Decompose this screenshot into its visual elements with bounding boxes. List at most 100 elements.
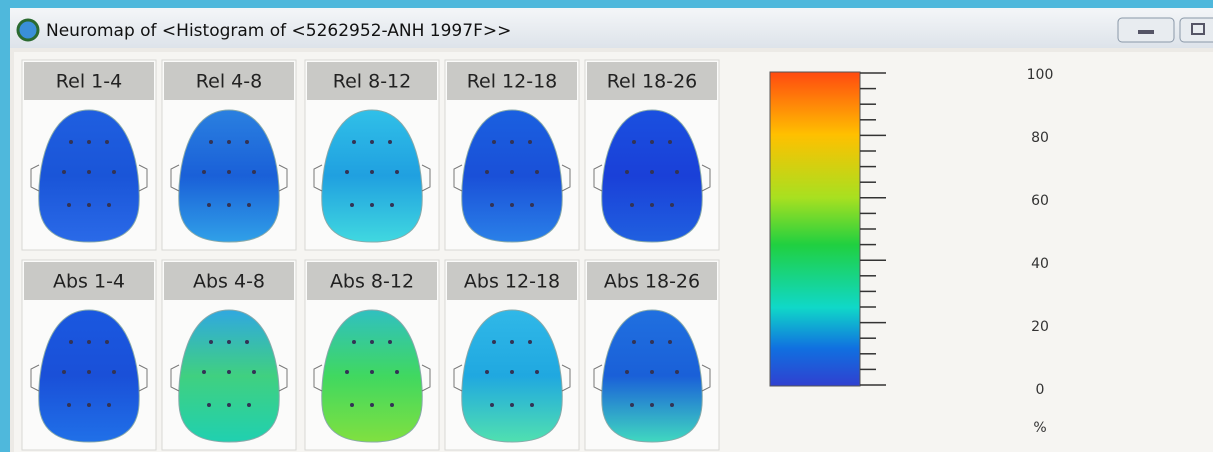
electrode (252, 370, 256, 374)
scale-label: 0 (1036, 382, 1045, 398)
ear-right (421, 164, 431, 192)
electrode (350, 203, 354, 207)
electrode (668, 140, 672, 144)
electrode (370, 140, 374, 144)
map-label-box (587, 262, 717, 300)
head-map (321, 309, 423, 443)
map-label-box (164, 262, 294, 300)
maximize-button[interactable] (1179, 17, 1213, 43)
electrode (668, 340, 672, 344)
electrode (87, 403, 91, 407)
electrode (62, 370, 66, 374)
electrode (510, 370, 514, 374)
ear-left (170, 164, 180, 192)
electrode (247, 403, 251, 407)
electrode (535, 170, 539, 174)
electrode (62, 170, 66, 174)
electrode (350, 403, 354, 407)
minimize-icon (1138, 30, 1154, 34)
electrode (227, 203, 231, 207)
map-label: Rel 18-26 (607, 71, 698, 93)
electrode (107, 403, 111, 407)
electrode (67, 403, 71, 407)
scale-label: 20 (1031, 319, 1049, 335)
electrode (650, 170, 654, 174)
head-map (178, 309, 280, 443)
electrode (510, 170, 514, 174)
ear-right (701, 364, 711, 392)
electrode (352, 140, 356, 144)
app-icon (16, 18, 40, 42)
electrode (370, 370, 374, 374)
electrode (209, 140, 213, 144)
head-map (38, 309, 140, 443)
electrode (650, 370, 654, 374)
electrode (632, 340, 636, 344)
electrode (485, 370, 489, 374)
head-map (38, 109, 140, 243)
ear-right (561, 364, 571, 392)
electrode (227, 340, 231, 344)
map-label-box (587, 62, 717, 100)
ear-left (30, 364, 40, 392)
ear-left (453, 364, 463, 392)
ear-right (138, 364, 148, 392)
ear-left (593, 164, 603, 192)
electrode (395, 170, 399, 174)
electrode (625, 370, 629, 374)
electrode (107, 203, 111, 207)
electrode (345, 370, 349, 374)
electrode (650, 140, 654, 144)
electrode (370, 403, 374, 407)
ear-left (593, 364, 603, 392)
map-label: Abs 8-12 (330, 271, 414, 293)
electrode (207, 403, 211, 407)
title-bar (10, 8, 1213, 48)
electrode (87, 370, 91, 374)
electrode (245, 340, 249, 344)
ear-right (421, 364, 431, 392)
electrode (490, 403, 494, 407)
electrode (670, 203, 674, 207)
electrode (370, 340, 374, 344)
ear-right (278, 364, 288, 392)
electrode (388, 140, 392, 144)
ear-right (138, 164, 148, 192)
electrode (252, 170, 256, 174)
map-label: Rel 8-12 (333, 71, 411, 93)
head-map (178, 109, 280, 243)
electrode (245, 140, 249, 144)
electrode (530, 403, 534, 407)
electrode (112, 170, 116, 174)
electrode (510, 340, 514, 344)
electrode (492, 140, 496, 144)
electrode (69, 140, 73, 144)
map-label-box (447, 262, 577, 300)
ear-left (170, 364, 180, 392)
electrode (530, 203, 534, 207)
electrode (370, 170, 374, 174)
scale-label: 80 (1031, 130, 1049, 146)
scale-label: 60 (1031, 193, 1049, 209)
map-label-box (24, 62, 154, 100)
electrode (112, 370, 116, 374)
color-scale-bar (769, 71, 861, 387)
electrode (630, 403, 634, 407)
map-label: Rel 4-8 (196, 71, 262, 93)
head-map (601, 309, 703, 443)
electrode (87, 203, 91, 207)
head-map (321, 109, 423, 243)
scale-label: 100 (1027, 67, 1054, 83)
electrode (485, 170, 489, 174)
electrode (105, 340, 109, 344)
map-label: Abs 12-18 (464, 271, 560, 293)
electrode (202, 370, 206, 374)
ear-left (313, 364, 323, 392)
electrode (625, 170, 629, 174)
electrode (87, 170, 91, 174)
scale-unit: % (1033, 420, 1046, 436)
map-label-box (307, 262, 437, 300)
electrode (630, 203, 634, 207)
electrode (87, 140, 91, 144)
